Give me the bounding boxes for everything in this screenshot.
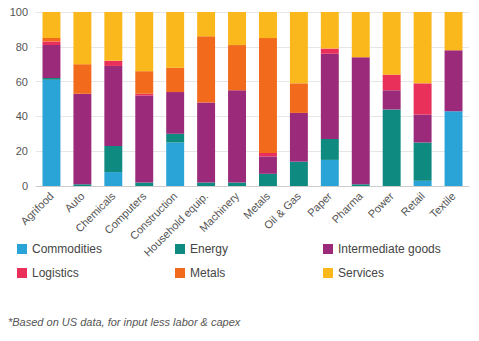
svg-text:Metals: Metals — [190, 266, 225, 280]
svg-text:Agrifood: Agrifood — [18, 190, 55, 227]
svg-text:100: 100 — [10, 6, 28, 18]
svg-text:40: 40 — [16, 110, 28, 122]
svg-text:*Based on US data, for input l: *Based on US data, for input less labor … — [8, 316, 241, 328]
svg-text:Services: Services — [338, 266, 384, 280]
svg-text:Construction: Construction — [127, 189, 180, 242]
svg-text:Power: Power — [365, 190, 396, 221]
svg-text:20: 20 — [16, 145, 28, 157]
svg-text:Machinery: Machinery — [197, 189, 242, 234]
svg-text:Commodities: Commodities — [32, 242, 102, 256]
svg-text:80: 80 — [16, 41, 28, 53]
svg-text:Pharma: Pharma — [329, 189, 365, 225]
svg-text:Logistics: Logistics — [32, 266, 79, 280]
svg-text:Auto: Auto — [62, 190, 86, 214]
svg-text:Textile: Textile — [427, 190, 458, 221]
svg-text:60: 60 — [16, 76, 28, 88]
svg-text:Metals: Metals — [240, 189, 273, 222]
svg-text:Computers: Computers — [102, 189, 149, 237]
svg-text:Chemicals: Chemicals — [72, 189, 118, 235]
svg-text:Retail: Retail — [398, 190, 426, 218]
svg-text:Energy: Energy — [190, 242, 228, 256]
svg-text:Oil & Gas: Oil & Gas — [261, 189, 303, 231]
svg-text:Paper: Paper — [305, 190, 334, 219]
svg-text:Household equip.: Household equip. — [141, 189, 211, 259]
svg-text:0: 0 — [22, 180, 28, 192]
svg-text:Intermediate goods: Intermediate goods — [338, 242, 441, 256]
